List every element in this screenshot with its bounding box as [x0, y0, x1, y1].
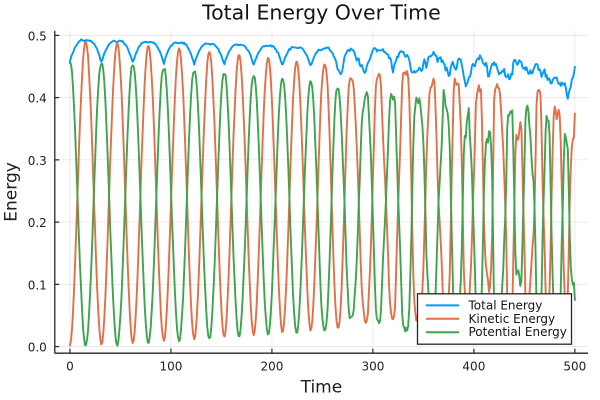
legend-label-potential-energy: Potential Energy [469, 325, 567, 339]
legend-item-kinetic-energy: Kinetic Energy [426, 312, 555, 326]
legend-label-kinetic-energy: Kinetic Energy [469, 312, 556, 326]
y-axis-label: Energy [2, 162, 22, 222]
x-tick-label-300: 300 [361, 359, 384, 373]
y-tick-label-0.0: 0.0 [28, 341, 47, 355]
x-tick-label-400: 400 [462, 359, 485, 373]
series-line-total-energy [68, 38, 576, 100]
y-tick-label-0.4: 0.4 [28, 92, 47, 106]
y-tick-label-0.5: 0.5 [28, 29, 47, 43]
x-tick-label-0: 0 [66, 359, 74, 373]
y-tick-label-0.3: 0.3 [28, 154, 47, 168]
x-tick-label-100: 100 [159, 359, 182, 373]
series-line-kinetic-energy [68, 40, 576, 347]
y-tick-label-0.2: 0.2 [28, 216, 47, 230]
y-tick-label-0.1: 0.1 [28, 278, 47, 292]
legend-label-total-energy: Total Energy [468, 298, 543, 312]
series-line-potential-energy [68, 61, 576, 347]
x-axis-label: Time [300, 378, 343, 398]
series-layer [68, 38, 576, 347]
legend-item-total-energy: Total Energy [426, 298, 542, 312]
legend-item-potential-energy: Potential Energy [426, 325, 567, 339]
chart-title: Total Energy Over Time [201, 1, 441, 25]
axis-layer: 0 100 200 300 400 500 0.0 0.1 0.2 0.3 0.4 0.5 [28, 29, 588, 373]
x-tick-label-200: 200 [260, 359, 283, 373]
x-tick-label-500: 500 [563, 359, 586, 373]
